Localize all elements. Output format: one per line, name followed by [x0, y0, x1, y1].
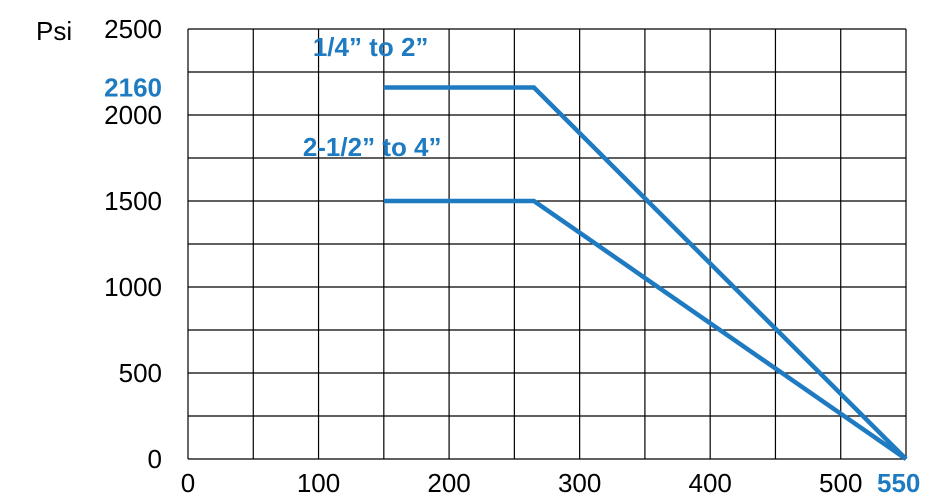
x-tick-label: 500	[819, 468, 862, 497]
x-tick-label: 300	[558, 468, 601, 497]
y-tick-label: 0	[148, 444, 162, 474]
x-tick-label: 0	[181, 468, 195, 497]
y-tick-label: 2000	[104, 100, 162, 130]
series-label: 1/4” to 2”	[313, 32, 429, 62]
y-axis-label: Psi	[36, 16, 72, 46]
x-tick-label: 200	[427, 468, 470, 497]
series-label: 2-1/2” to 4”	[303, 132, 442, 162]
x-tick-label: 400	[688, 468, 731, 497]
grid	[187, 28, 907, 460]
series-line	[383, 85, 908, 461]
x-tick-label: 100	[297, 468, 340, 497]
labels: Psi 0 500 1000 1500 2000 2500 0 100 200 300 400 500…	[36, 14, 920, 497]
series-line	[383, 198, 908, 461]
y-highlight-tick-label: 2160	[104, 72, 162, 102]
series-lines	[383, 85, 908, 461]
y-tick-label: 1500	[104, 186, 162, 216]
y-tick-label: 2500	[104, 14, 162, 44]
y-tick-label: 1000	[104, 272, 162, 302]
x-highlight-tick-label: 550	[877, 468, 920, 497]
y-tick-label: 500	[119, 358, 162, 388]
